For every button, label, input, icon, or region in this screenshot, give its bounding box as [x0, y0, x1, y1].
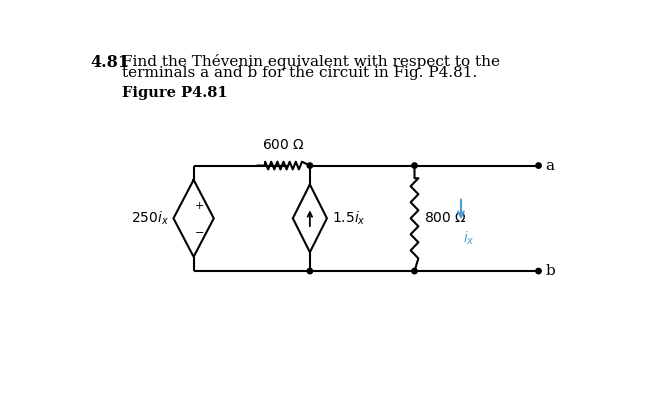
Text: $1.5i_x$: $1.5i_x$: [332, 210, 365, 227]
Text: +: +: [194, 201, 203, 211]
Text: a: a: [545, 158, 554, 173]
Text: b: b: [545, 264, 555, 278]
Text: Find the Thévenin equivalent with respect to the: Find the Thévenin equivalent with respec…: [122, 54, 500, 69]
Circle shape: [307, 163, 313, 168]
Text: Figure P4.81: Figure P4.81: [122, 86, 228, 100]
Text: $600\ \Omega$: $600\ \Omega$: [262, 138, 305, 152]
Circle shape: [536, 268, 541, 274]
Text: $i_x$: $i_x$: [463, 230, 475, 247]
Text: $250i_x$: $250i_x$: [131, 210, 169, 227]
Circle shape: [536, 163, 541, 168]
Text: terminals a and b for the circuit in Fig. P4.81.: terminals a and b for the circuit in Fig…: [122, 66, 477, 80]
Circle shape: [412, 163, 417, 168]
Text: $-$: $-$: [194, 226, 204, 236]
Text: 4.81: 4.81: [90, 54, 130, 71]
Circle shape: [412, 268, 417, 274]
Circle shape: [307, 268, 313, 274]
Text: $800\ \Omega$: $800\ \Omega$: [424, 211, 467, 225]
